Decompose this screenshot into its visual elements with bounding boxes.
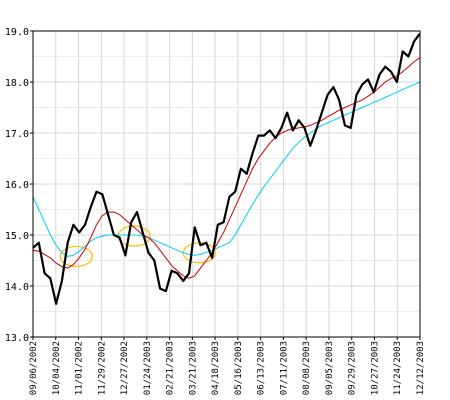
x-tick-label: 08/08/2003 bbox=[302, 341, 312, 395]
y-tick-label: 15.0 bbox=[5, 231, 29, 242]
x-tick-label: 10/27/2003 bbox=[371, 341, 381, 395]
y-tick-label: 14.0 bbox=[5, 282, 29, 293]
x-axis: 09/06/2002 10/04/2002 11/01/2002 11/29/2002… bbox=[29, 337, 426, 395]
x-tick-label: 12/12/2003 bbox=[416, 341, 426, 395]
x-tick-label: 11/29/2002 bbox=[97, 341, 107, 395]
x-tick-label: 04/18/2003 bbox=[211, 341, 221, 395]
x-tick-label: 10/04/2002 bbox=[52, 341, 62, 395]
y-tick-label: 17.0 bbox=[5, 129, 29, 140]
y-tick-label: 13.0 bbox=[5, 333, 29, 344]
x-tick-label: 06/13/2003 bbox=[257, 341, 267, 395]
x-tick-label: 01/24/2003 bbox=[143, 341, 153, 395]
x-tick-label: 12/27/2002 bbox=[120, 341, 130, 395]
x-tick-label: 05/16/2003 bbox=[234, 341, 244, 395]
series-line-ma-long bbox=[32, 81, 421, 257]
x-tick-label: 09/05/2003 bbox=[325, 341, 335, 395]
x-tick-label: 11/01/2002 bbox=[75, 341, 85, 395]
x-tick-label: 09/06/2002 bbox=[29, 341, 39, 395]
x-tick-label: 09/29/2003 bbox=[348, 341, 358, 395]
y-tick-label: 19.0 bbox=[5, 27, 29, 38]
x-tick-label: 02/21/2003 bbox=[166, 341, 176, 395]
highlight-circle bbox=[59, 245, 93, 268]
x-tick-label: 03/21/2003 bbox=[188, 341, 198, 395]
y-tick-label: 18.0 bbox=[5, 78, 29, 89]
y-axis: 13.0 14.0 15.0 16.0 17.0 18.0 19.0 bbox=[5, 27, 33, 344]
series-line-price bbox=[32, 32, 421, 305]
x-tick-label: 11/24/2003 bbox=[393, 341, 403, 395]
x-tick-label: 07/11/2003 bbox=[279, 341, 289, 395]
series-lines bbox=[32, 32, 421, 305]
y-tick-label: 16.0 bbox=[5, 180, 29, 191]
